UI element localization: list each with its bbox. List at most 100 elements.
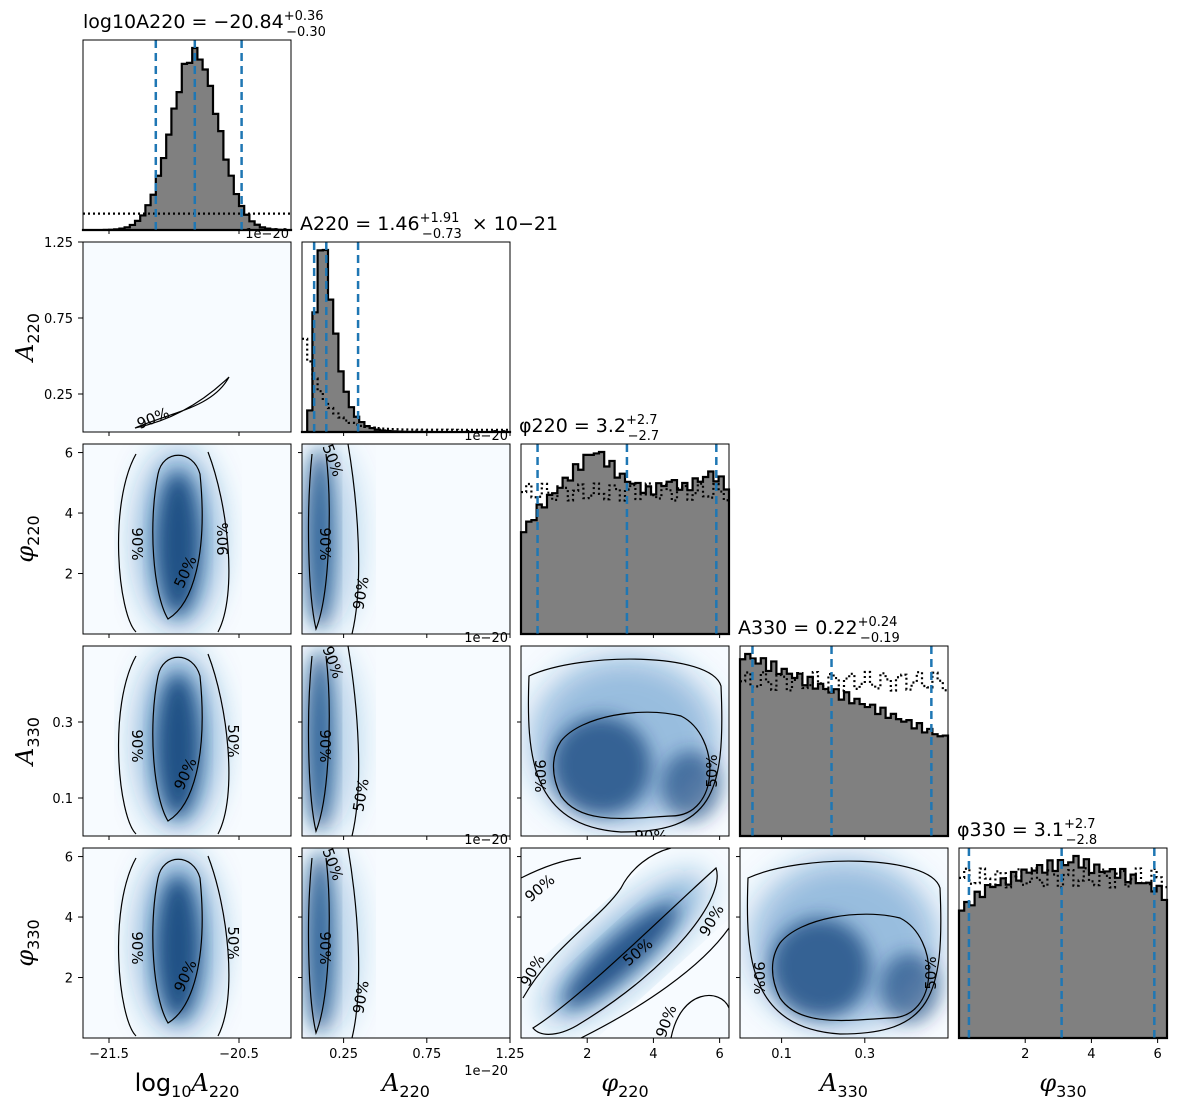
x-tick-label-A220: 0.75 bbox=[412, 1047, 441, 1062]
contour-label: 90% bbox=[531, 759, 549, 792]
x-tick-label-phi220: 2 bbox=[583, 1047, 591, 1062]
contour-label: 90% bbox=[349, 979, 373, 1015]
title-A330: A330 = 0.22+0.24 −0.19 bbox=[738, 615, 900, 646]
density-panel-r2-c1: 50%90%90% bbox=[301, 443, 511, 635]
contour-label: 90% bbox=[316, 729, 334, 762]
title-A220: A220 = 1.46+1.91 −0.73 × 10−21 bbox=[300, 211, 558, 242]
prior-phi330 bbox=[959, 867, 1167, 889]
x-tick-label-logA220: −21.5 bbox=[89, 1047, 129, 1062]
title-phi220: φ220 = 3.2+2.7 −2.7 bbox=[519, 413, 659, 444]
contour-label: 90% bbox=[750, 961, 768, 994]
frame bbox=[301, 443, 511, 635]
frame-phi330 bbox=[958, 847, 1168, 1039]
contour-label: 50% bbox=[703, 754, 721, 787]
frame bbox=[301, 645, 511, 837]
histogram-phi330 bbox=[957, 854, 1169, 1040]
contour-label: 90% bbox=[316, 527, 334, 560]
x-axis-label-phi330: φ330 bbox=[1039, 1069, 1086, 1101]
contour-label: 50% bbox=[349, 777, 373, 813]
frame-A330 bbox=[739, 645, 949, 837]
x-axis-label-logA220: log10A220 bbox=[135, 1069, 240, 1101]
sci-label-A220: 1e−20 bbox=[464, 429, 508, 444]
x-tick-label-phi220: 4 bbox=[649, 1047, 657, 1062]
y-tick-label-A330: 0.3 bbox=[52, 716, 73, 731]
hist-panel-A220: 1e−20 bbox=[300, 241, 511, 444]
y-axis-label-A220: A220 bbox=[11, 313, 43, 363]
contour-label: 90% bbox=[634, 827, 667, 845]
contour-label: 90% bbox=[128, 527, 146, 560]
y-axis-label-A330: A330 bbox=[11, 717, 43, 767]
frame-logA220 bbox=[82, 39, 292, 231]
y-axis-label-phi220: φ220 bbox=[11, 515, 43, 562]
axis-labels: −21.5 −20.5 log10A220 0.25 0.75 1.25 A220 2 4 6 φ2… bbox=[11, 230, 1162, 1101]
hist-panel-phi220 bbox=[519, 443, 731, 636]
frame bbox=[520, 847, 730, 1039]
contour-label: 90% bbox=[128, 931, 146, 964]
x-tick-label-A330: 0.1 bbox=[771, 1047, 792, 1062]
x-axis-label-A220: A220 bbox=[380, 1069, 430, 1101]
sci-label-logA220: 1e−20 bbox=[245, 227, 289, 242]
frame-phi220 bbox=[520, 443, 730, 635]
title-logA220: log10A220 = −20.84+0.36 −0.30 bbox=[83, 9, 326, 40]
sci-label-row-2: 1e−20 bbox=[464, 631, 508, 646]
frame bbox=[82, 443, 292, 635]
frame-A220 bbox=[301, 241, 511, 433]
x-axis-label-A330: A330 bbox=[818, 1069, 868, 1101]
x-tick-label-A220: 0.25 bbox=[329, 1047, 358, 1062]
contour-label: 50% bbox=[922, 956, 940, 989]
contour-label: 90% bbox=[214, 522, 232, 555]
density-bg bbox=[83, 242, 291, 432]
y-tick-label-phi330: 4 bbox=[65, 911, 73, 926]
contour-label: 90% bbox=[316, 931, 334, 964]
density-panel-r4-c2: 90%90% 50%90%90% bbox=[520, 847, 730, 1039]
x-tick-label-logA220: −20.5 bbox=[219, 1047, 259, 1062]
frame bbox=[301, 847, 511, 1039]
density-panel-r3-c1: 90%90%50% bbox=[301, 645, 511, 837]
density-panel-r3-c2: 90% 50% 90% bbox=[520, 645, 730, 845]
histogram-phi220 bbox=[519, 450, 731, 636]
density-panel-r3-c0: 90% 50%90% bbox=[82, 645, 292, 837]
y-tick-label-A220: 0.25 bbox=[44, 388, 73, 403]
frame bbox=[82, 645, 292, 837]
y-tick-label-phi330: 6 bbox=[65, 851, 73, 866]
density-panel-r4-c3: 90% 50% bbox=[739, 847, 949, 1039]
density-panel-r4-c1: 50%90%90% bbox=[301, 847, 511, 1039]
hist-panel-logA220: 1e−20 bbox=[81, 39, 293, 242]
y-axis-label-phi330: φ330 bbox=[11, 919, 43, 966]
frame bbox=[739, 847, 949, 1039]
y-tick-label-A220: 1.25 bbox=[44, 236, 73, 251]
y-tick-label-A330: 0.1 bbox=[52, 792, 73, 807]
contour-label: 90% bbox=[128, 729, 146, 762]
y-tick-label-phi330: 2 bbox=[65, 972, 73, 987]
hist-panel-phi330 bbox=[957, 847, 1169, 1040]
contour-label: 50% bbox=[224, 926, 242, 959]
y-tick-label-A220: 0.75 bbox=[44, 312, 73, 327]
frame bbox=[82, 847, 292, 1039]
sci-label-row-3: 1e−20 bbox=[464, 833, 508, 848]
contour-label: 50% bbox=[224, 724, 242, 757]
frame bbox=[520, 645, 730, 837]
density-panel-r4-c0: 90% 50%90% bbox=[82, 847, 292, 1039]
density-panel-r2-c0: 90% 90%50% bbox=[82, 443, 292, 635]
x-tick-label-phi330: 4 bbox=[1087, 1047, 1095, 1062]
y-tick-label-phi220: 6 bbox=[65, 447, 73, 462]
histogram-A220 bbox=[300, 248, 510, 434]
contour-label: 90% bbox=[349, 575, 373, 611]
x-tick-label-phi330: 6 bbox=[1153, 1047, 1161, 1062]
histogram-logA220 bbox=[81, 46, 293, 232]
y-tick-label-phi220: 2 bbox=[65, 568, 73, 583]
prior-phi220 bbox=[521, 482, 729, 502]
frame bbox=[82, 241, 292, 433]
sci-label-bottom: 1e−20 bbox=[464, 1064, 508, 1079]
title-phi330: φ330 = 3.1+2.7 −2.8 bbox=[957, 817, 1097, 848]
hist-panel-A330 bbox=[738, 645, 950, 838]
x-tick-label-A330: 0.3 bbox=[854, 1047, 875, 1062]
x-axis-label-phi220: φ220 bbox=[601, 1069, 648, 1101]
x-tick-label-phi220: 6 bbox=[715, 1047, 723, 1062]
x-tick-label-phi330: 2 bbox=[1021, 1047, 1029, 1062]
density-panel-r1-c0: 90% bbox=[82, 241, 292, 433]
histogram-A330 bbox=[738, 652, 950, 838]
x-tick-label-A220: 1.25 bbox=[496, 1047, 525, 1062]
